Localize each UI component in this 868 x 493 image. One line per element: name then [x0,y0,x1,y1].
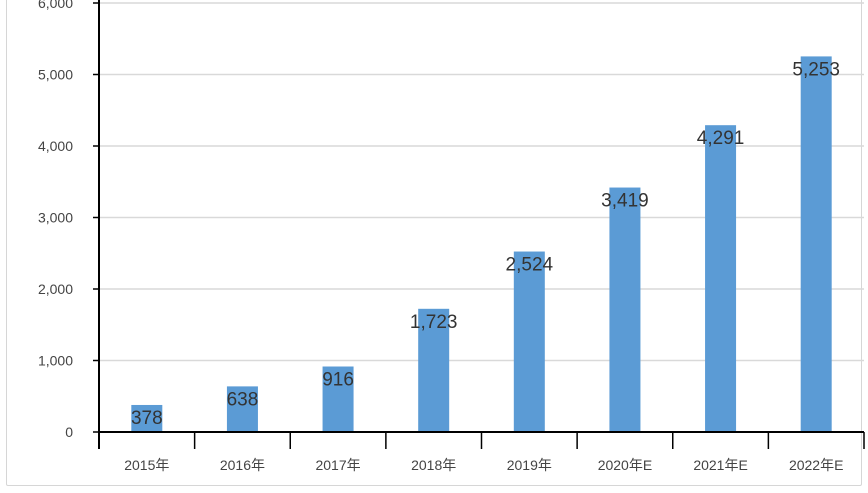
y-tick-label-0: 0 [65,424,73,440]
bar-2019年 [513,251,545,432]
x-tick-label-2016年: 2016年 [220,457,265,473]
bar-2021年E [705,125,737,433]
y-tick-label-4000: 4,000 [38,138,73,154]
bar-2015年 [131,404,163,432]
data-label-2016年: 638 [227,389,259,410]
bar-2017年 [322,366,354,432]
y-tick-label-5000: 5,000 [38,67,73,83]
y-tick-label-2000: 2,000 [38,281,73,297]
x-tick-label-2022年E: 2022年E [789,457,843,473]
data-label-2015年: 378 [131,408,163,429]
bar-2020年E [609,187,641,432]
bar-2016年 [226,386,258,432]
y-tick-label-3000: 3,000 [38,210,73,226]
data-label-2021年E: 4,291 [697,128,745,149]
data-label-2019年: 2,524 [506,255,554,276]
x-axis-categories: 2015年 2016年 2017年 2018年 2019年 2020年E 2021年E 202… [124,457,843,473]
bars [131,56,832,433]
x-tick-label-2017年: 2017年 [315,457,360,473]
data-label-2018年: 1,723 [410,312,458,333]
y-tick-label-1000: 1,000 [38,353,73,369]
x-tick-label-2019年: 2019年 [507,457,552,473]
data-label-2020年E: 3,419 [601,191,649,212]
gridlines [99,2,864,362]
y-tick-label-6000: 6,000 [38,0,73,11]
y-axis-ticks: 0 1,000 2,000 3,000 4,000 5,000 6,000 [38,0,99,440]
data-label-2017年: 916 [322,370,354,391]
bar-2018年 [418,308,450,432]
x-tick-label-2018年: 2018年 [411,457,456,473]
chart-frame [6,0,862,486]
data-labels: 378 638 916 1,723 2,524 3,419 4,291 5,253 [131,59,840,429]
x-tick-label-2021年E: 2021年E [693,457,747,473]
x-tick-label-2015年: 2015年 [124,457,169,473]
data-label-2022年E: 5,253 [792,59,840,80]
x-tick-label-2020年E: 2020年E [598,457,652,473]
bar-2022年E [800,56,832,433]
axes [98,0,865,449]
